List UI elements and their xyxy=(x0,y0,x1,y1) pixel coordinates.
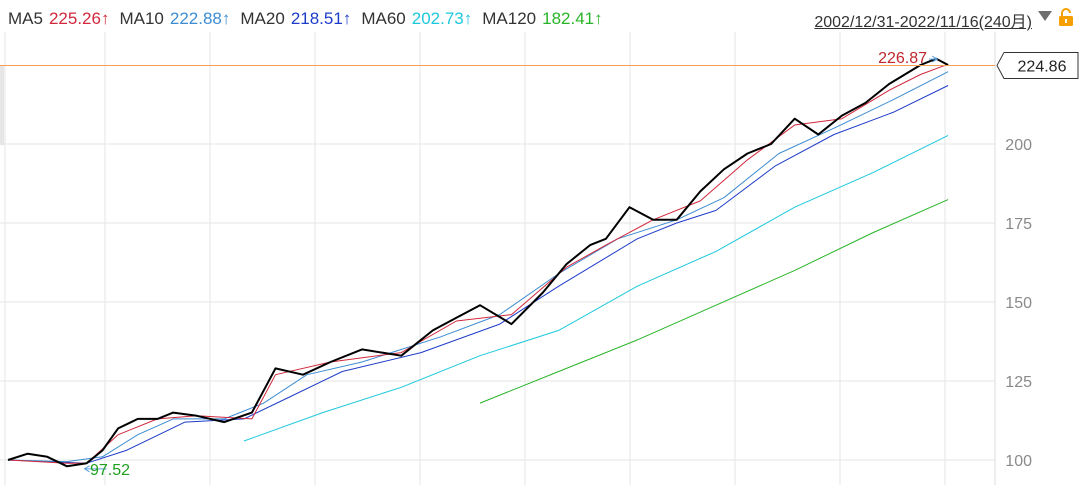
legend-ma20-value: 218.51↑ xyxy=(290,9,352,28)
legend-ma120-label: MA120 xyxy=(482,9,537,28)
price-tag-box xyxy=(996,51,1079,79)
legend-ma20: MA20 218.51↑ xyxy=(240,9,351,29)
legend-ma10-label: MA10 xyxy=(119,9,164,28)
min-arrow-head xyxy=(83,465,90,473)
legend-ma60-label: MA60 xyxy=(361,9,406,28)
price-tag-value: 224.86 xyxy=(1018,58,1067,75)
annotations: 224.86 226.87 97.52 xyxy=(83,50,1079,479)
series-line-price xyxy=(7,57,949,468)
series-lines xyxy=(7,57,949,468)
legend-ma60: MA60 202.73↑ xyxy=(361,9,472,29)
y-tick-label: 175 xyxy=(1005,216,1032,233)
series-line-ma60 xyxy=(243,134,949,442)
ma-legend: MA5 225.26↑ MA10 222.88↑ MA20 218.51↑ MA60 2… xyxy=(8,8,613,30)
series-line-ma10 xyxy=(7,71,949,463)
legend-ma10: MA10 222.88↑ xyxy=(119,9,230,29)
legend-ma5-label: MA5 xyxy=(8,9,43,28)
y-tick-label: 150 xyxy=(1005,295,1032,312)
legend-ma120: MA120 182.41↑ xyxy=(482,9,602,29)
y-tick-label: 200 xyxy=(1005,137,1032,154)
min-value-label: 97.52 xyxy=(90,462,130,479)
legend-ma10-value: 222.88↑ xyxy=(169,9,231,28)
legend-ma20-label: MA20 xyxy=(240,9,285,28)
legend-ma5: MA5 225.26↑ xyxy=(8,9,109,29)
caret-down-icon[interactable] xyxy=(1038,11,1052,21)
lock-icon[interactable] xyxy=(1058,7,1074,27)
max-arrow-head xyxy=(931,55,939,63)
series-line-ma5 xyxy=(7,63,949,464)
date-range-selector[interactable]: 2002/12/31-2022/11/16(240月) xyxy=(814,14,1032,31)
series-line-ma120 xyxy=(479,199,949,404)
max-value-label: 226.87 xyxy=(878,50,927,67)
left-scroll-handle[interactable] xyxy=(0,65,4,145)
y-tick-label: 125 xyxy=(1005,374,1032,391)
legend-ma120-value: 182.41↑ xyxy=(542,9,603,28)
series-line-ma20 xyxy=(7,85,949,464)
legend-ma5-value: 225.26↑ xyxy=(48,9,110,28)
legend-ma60-value: 202.73↑ xyxy=(411,9,473,28)
y-tick-label: 100 xyxy=(1005,453,1032,470)
grid-lines xyxy=(0,32,996,485)
y-axis-ticks: 100 125 150 175 200 xyxy=(1005,137,1032,470)
